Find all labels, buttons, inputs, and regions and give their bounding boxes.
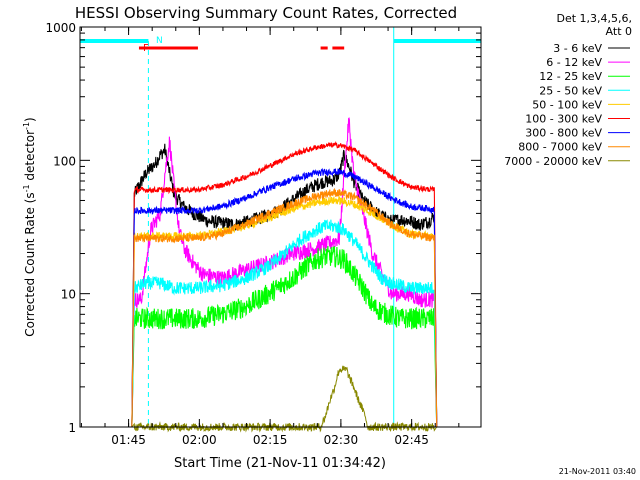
legend-label-8: 800 - 7000 keV — [518, 141, 602, 154]
series-4 — [131, 219, 438, 428]
y-label-part2: detector — [23, 130, 37, 185]
series-line-7 — [131, 167, 438, 428]
y-label-sup1: -1 — [22, 184, 31, 192]
series-line-8 — [131, 187, 438, 428]
x-tick-label-1: 01:45 — [111, 433, 146, 447]
x-tick-label-5: 02:45 — [394, 433, 429, 447]
series-line-6 — [131, 140, 438, 428]
y-label-sup2: -1 — [22, 122, 31, 130]
series-7 — [131, 167, 438, 428]
legend-label-5: 50 - 100 keV — [532, 98, 602, 111]
x-axis: 01:45 02:00 02:15 02:30 02:45 — [80, 27, 460, 447]
y-label-part3: ) — [23, 117, 37, 122]
legend-label-3: 12 - 25 keV — [539, 70, 602, 83]
plot-frame — [79, 26, 482, 428]
flag-f-label: F — [143, 43, 149, 54]
y-axis: 1 10 100 1000 — [45, 21, 481, 435]
y-tick-label-2: 10 — [61, 288, 76, 302]
y-tick-label-1: 1 — [68, 421, 76, 435]
y-axis-label: Corrected Count Rate (s-1 detector-1) — [22, 117, 37, 336]
x-tick-label-4: 02:30 — [324, 433, 359, 447]
x-tick-label-2: 02:00 — [182, 433, 217, 447]
legend-header-line1: Det 1,3,4,5,6, — [556, 12, 632, 25]
chart-title: HESSI Observing Summary Count Rates, Cor… — [75, 4, 457, 22]
y-label-part1: Corrected Count Rate (s — [23, 192, 37, 336]
series-line-3 — [131, 245, 438, 428]
x-axis-label: Start Time (21-Nov-11 01:34:42) — [174, 456, 386, 471]
legend-label-6: 100 - 300 keV — [525, 113, 602, 126]
plot-timestamp: 21-Nov-2011 03:40 — [559, 467, 636, 476]
series-layer — [131, 117, 438, 433]
series-line-4 — [131, 219, 438, 428]
legend-label-4: 25 - 50 keV — [539, 84, 602, 97]
legend-label-2: 6 - 12 keV — [546, 56, 602, 69]
legend-label-7: 300 - 800 keV — [525, 127, 602, 140]
legend-label-9: 7000 - 20000 keV — [504, 155, 602, 168]
series-line-9 — [131, 365, 438, 433]
legend-label-1: 3 - 6 keV — [553, 42, 602, 55]
y-tick-label-4: 1000 — [45, 21, 76, 35]
x-tick-label-3: 02:15 — [253, 433, 288, 447]
series-8 — [131, 187, 438, 428]
series-3 — [131, 245, 438, 428]
series-6 — [131, 140, 438, 428]
flag-n-label: N — [156, 36, 163, 46]
y-tick-label-3: 100 — [53, 154, 76, 168]
legend-header-line2: Att 0 — [606, 25, 632, 38]
series-9 — [131, 365, 438, 433]
